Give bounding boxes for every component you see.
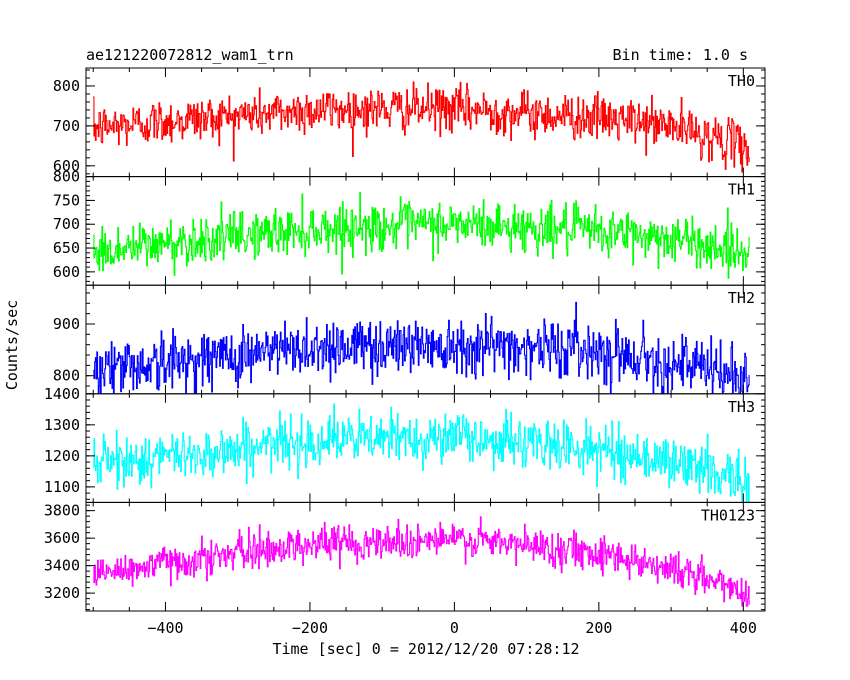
y-tick-label: 1100 [44, 478, 80, 496]
y-tick-label: 800 [53, 367, 80, 385]
panel-label-th2: TH2 [728, 289, 755, 307]
x-tick-label: 200 [585, 619, 612, 637]
y-tick-label: 650 [53, 239, 80, 257]
y-tick-label: 3200 [44, 584, 80, 602]
y-tick-label: 750 [53, 191, 80, 209]
chart-header-left: ae121220072812_wam1_trn [86, 46, 294, 64]
series-line-th1 [93, 192, 750, 279]
panel-label-th3: TH3 [728, 398, 755, 416]
x-axis-label: Time [sec] 0 = 2012/12/20 07:28:12 [272, 640, 579, 658]
panel-frame [85, 176, 766, 286]
series-line-th3 [93, 403, 750, 503]
y-tick-label: 3800 [44, 502, 80, 520]
series-line-th2 [93, 301, 750, 394]
y-tick-label: 1400 [44, 385, 80, 403]
chart-header-right: Bin time: 1.0 s [613, 46, 748, 64]
y-tick-label: 800 [53, 168, 80, 186]
y-tick-label: 600 [53, 263, 80, 281]
panel-th1: 600 650 700 750 800 TH1 [53, 168, 766, 286]
y-tick-label: 700 [53, 215, 80, 233]
series-line-th0123 [93, 516, 750, 607]
panel-th3: 1100 1200 1300 1400 TH3 [44, 385, 766, 503]
y-tick-label: 1300 [44, 416, 80, 434]
x-tick-label: 0 [450, 619, 459, 637]
panel-th2: 800 900 TH2 [53, 284, 766, 395]
y-tick-label: 600 [53, 157, 80, 175]
y-axis-label: Counts/sec [3, 300, 21, 390]
panel-label-th0123: TH0123 [701, 506, 755, 524]
panel-frame [85, 501, 766, 612]
series-line-th0 [93, 81, 750, 173]
y-tick-label: 800 [53, 77, 80, 95]
y-tick-label: 1200 [44, 447, 80, 465]
y-tick-label: 3400 [44, 557, 80, 575]
y-tick-label: 900 [53, 315, 80, 333]
x-tick-label: −200 [292, 619, 328, 637]
x-tick-label: −400 [147, 619, 183, 637]
y-tick-label: 700 [53, 117, 80, 135]
x-tick-label: 400 [730, 619, 757, 637]
panels-group: 600 700 800 TH0 600 650 700 750 800 TH1 800 900 TH2 1… [44, 67, 766, 637]
panel-label-th1: TH1 [728, 181, 755, 199]
panel-th0123: 3200 3400 3600 3800 TH0123 [44, 501, 766, 612]
panel-label-th0: TH0 [728, 72, 755, 90]
panel-th0: 600 700 800 TH0 [53, 67, 766, 178]
y-tick-label: 3600 [44, 529, 80, 547]
